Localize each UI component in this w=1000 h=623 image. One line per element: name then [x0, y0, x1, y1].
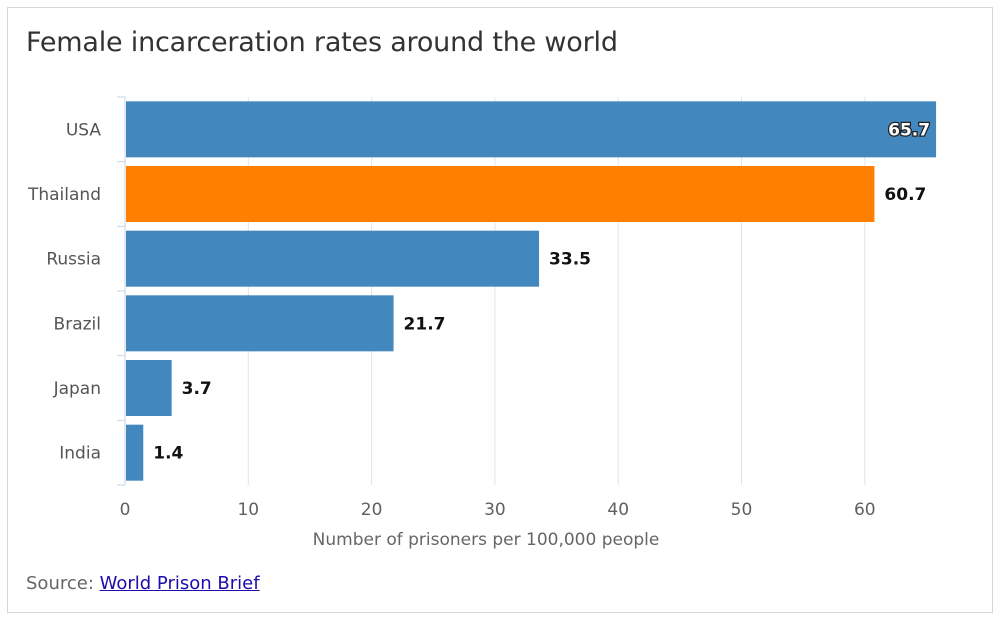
- data-label-russia: 33.5: [549, 250, 591, 270]
- data-labels: 65.7 60.7 33.5 21.7 3.7 1.4: [153, 119, 931, 464]
- category-label-india: India: [59, 444, 101, 464]
- x-axis-title: Number of prisoners per 100,000 people: [313, 530, 660, 550]
- category-labels: USA Thailand Russia Brazil Japan India: [27, 120, 101, 463]
- bar-india[interactable]: [126, 424, 144, 481]
- x-tick-label-20: 20: [361, 500, 383, 520]
- data-label-india: 1.4: [153, 444, 183, 464]
- x-tick-label-10: 10: [237, 500, 259, 520]
- bar-thailand[interactable]: [126, 166, 875, 222]
- data-label-brazil: 21.7: [404, 314, 446, 334]
- data-label-thailand: 60.7: [884, 185, 926, 205]
- x-tick-label-40: 40: [607, 500, 629, 520]
- x-tick-label-0: 0: [120, 500, 131, 520]
- category-label-usa: USA: [66, 120, 102, 140]
- category-label-japan: Japan: [53, 379, 101, 399]
- x-tick-label-30: 30: [484, 500, 506, 520]
- bar-usa[interactable]: [126, 101, 937, 158]
- bar-russia[interactable]: [126, 230, 540, 287]
- category-label-brazil: Brazil: [54, 314, 101, 334]
- source-link[interactable]: World Prison Brief: [99, 573, 260, 594]
- source-note: Source: World Prison Brief: [26, 573, 260, 594]
- x-tick-label-60: 60: [854, 500, 876, 520]
- x-tick-label-50: 50: [731, 500, 753, 520]
- bar-japan[interactable]: [126, 360, 172, 416]
- data-label-usa: 65.7: [888, 120, 930, 140]
- bars: [126, 101, 937, 481]
- category-label-russia: Russia: [46, 250, 101, 270]
- chart-title: Female incarceration rates around the wo…: [26, 27, 618, 58]
- source-prefix: Source:: [26, 573, 100, 594]
- gridlines: [117, 96, 866, 486]
- x-axis-ticks: 0 10 20 30 40 50 60: [120, 500, 876, 520]
- data-label-japan: 3.7: [182, 379, 212, 399]
- bar-brazil[interactable]: [126, 295, 394, 352]
- category-label-thailand: Thailand: [27, 185, 101, 205]
